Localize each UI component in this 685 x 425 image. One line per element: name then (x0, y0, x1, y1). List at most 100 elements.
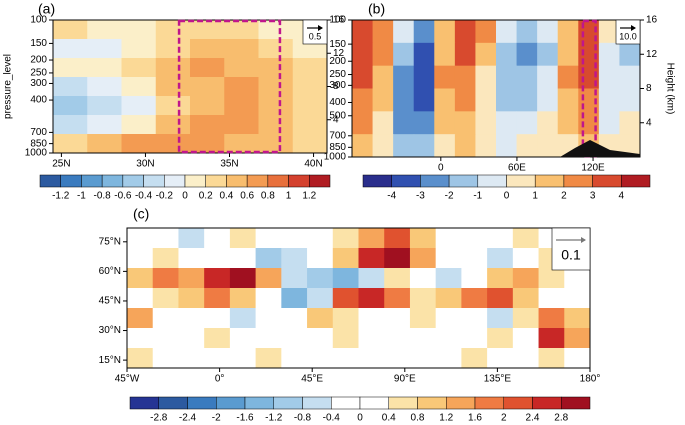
field-cell (454, 134, 476, 158)
field-cell (258, 134, 294, 154)
field-cell (352, 65, 374, 89)
field-cell (537, 65, 559, 89)
colorbar-box (205, 174, 227, 188)
field-cell (358, 328, 385, 349)
ref-vector-box (551, 227, 591, 271)
field-cell (229, 328, 257, 349)
field-cell (496, 88, 518, 112)
field-cell (564, 268, 591, 289)
colorbar-label: -2.4 (179, 413, 197, 424)
field-cell (461, 328, 488, 349)
field-cell (454, 42, 476, 67)
colorbar-box (391, 174, 421, 188)
colorbar-box (359, 396, 389, 410)
field-cell (557, 88, 579, 112)
colorbar-box (561, 396, 591, 410)
colorbar-box (39, 174, 61, 188)
field-cell (121, 77, 157, 97)
field-cell (255, 248, 282, 269)
colorbar-label: 4 (619, 191, 625, 202)
field-cell (121, 39, 157, 59)
field-cell (619, 65, 641, 89)
field-cell (461, 268, 488, 289)
field-cell (190, 77, 225, 97)
colorbar-box (534, 174, 565, 188)
field-cell (332, 268, 359, 289)
colorbar-label: -2 (445, 191, 454, 202)
y-tick-label: 400 (329, 97, 346, 108)
field-cell (281, 288, 308, 309)
field-cell (557, 20, 579, 44)
field-cell (307, 288, 334, 309)
field-cell (409, 248, 437, 269)
field-cell (516, 42, 538, 67)
colorbar-box (81, 174, 103, 188)
colorbar-label: 1 (286, 191, 292, 202)
field-cell (53, 58, 88, 78)
y-tick-label: 700 (30, 127, 47, 138)
field-cell (619, 88, 641, 112)
field-cell (352, 134, 374, 158)
y-tick-label: 100 (329, 15, 346, 26)
colorbar-box (60, 174, 82, 188)
field-cell (454, 65, 476, 89)
field-cell (538, 288, 565, 309)
field-cell (292, 134, 328, 154)
field-cell (434, 88, 456, 112)
colorbar-box (621, 174, 651, 188)
field-cell (358, 268, 385, 289)
field-cell (619, 42, 641, 67)
y-tick-label: 60°N (99, 266, 121, 277)
field-cell (496, 111, 518, 135)
field-cell (229, 248, 257, 269)
x-tick-label: 120E (581, 163, 605, 174)
field-cell (413, 111, 435, 135)
colorbar-label: 1.6 (468, 413, 482, 424)
ref-vector-box (615, 19, 641, 45)
field-cell (178, 308, 205, 329)
field-cell (87, 96, 122, 116)
field-cell (87, 134, 122, 154)
field-cell (307, 328, 334, 349)
field-cell (409, 228, 437, 249)
field-cell (487, 328, 514, 349)
field-cell (152, 288, 179, 309)
field-cell (224, 134, 259, 154)
colorbar-label: -1.2 (52, 191, 70, 202)
field-cell (461, 248, 488, 269)
field-cell (372, 20, 394, 44)
field-cell (413, 65, 435, 89)
x-tick-label: 45°E (301, 374, 323, 385)
colorbar-label: 0 (182, 191, 188, 202)
y-tick-label: 850 (329, 142, 346, 153)
field-cell (255, 328, 282, 349)
colorbar-box (122, 174, 144, 188)
colorbar-label: 0 (504, 191, 510, 202)
ref-vector-label: 0.5 (309, 31, 322, 41)
field-cell (434, 65, 456, 89)
field-cell (255, 348, 282, 369)
field-cell (496, 42, 518, 67)
field-cell (292, 96, 328, 116)
field-cell (516, 20, 538, 44)
x-tick-label: 45°W (115, 374, 140, 385)
field-cell (258, 58, 294, 78)
field-cell (258, 39, 294, 59)
field-cell (384, 348, 411, 369)
field-cell (496, 134, 518, 158)
field-cell (384, 228, 411, 249)
field-cell (413, 134, 435, 158)
field-cell (557, 42, 579, 67)
x-tick-label: 135°E (484, 374, 512, 385)
field-cell (224, 39, 259, 59)
y-tick-label: 200 (30, 55, 47, 66)
field-cell (121, 20, 157, 40)
x-tick-label: 30N (136, 159, 154, 170)
field-cell (413, 42, 435, 67)
field-cell (516, 134, 538, 158)
field-cell (332, 248, 359, 269)
colorbar-label: 0.8 (261, 191, 275, 202)
field-cell (255, 268, 282, 289)
field-cell (393, 65, 415, 89)
field-cell (352, 111, 374, 135)
